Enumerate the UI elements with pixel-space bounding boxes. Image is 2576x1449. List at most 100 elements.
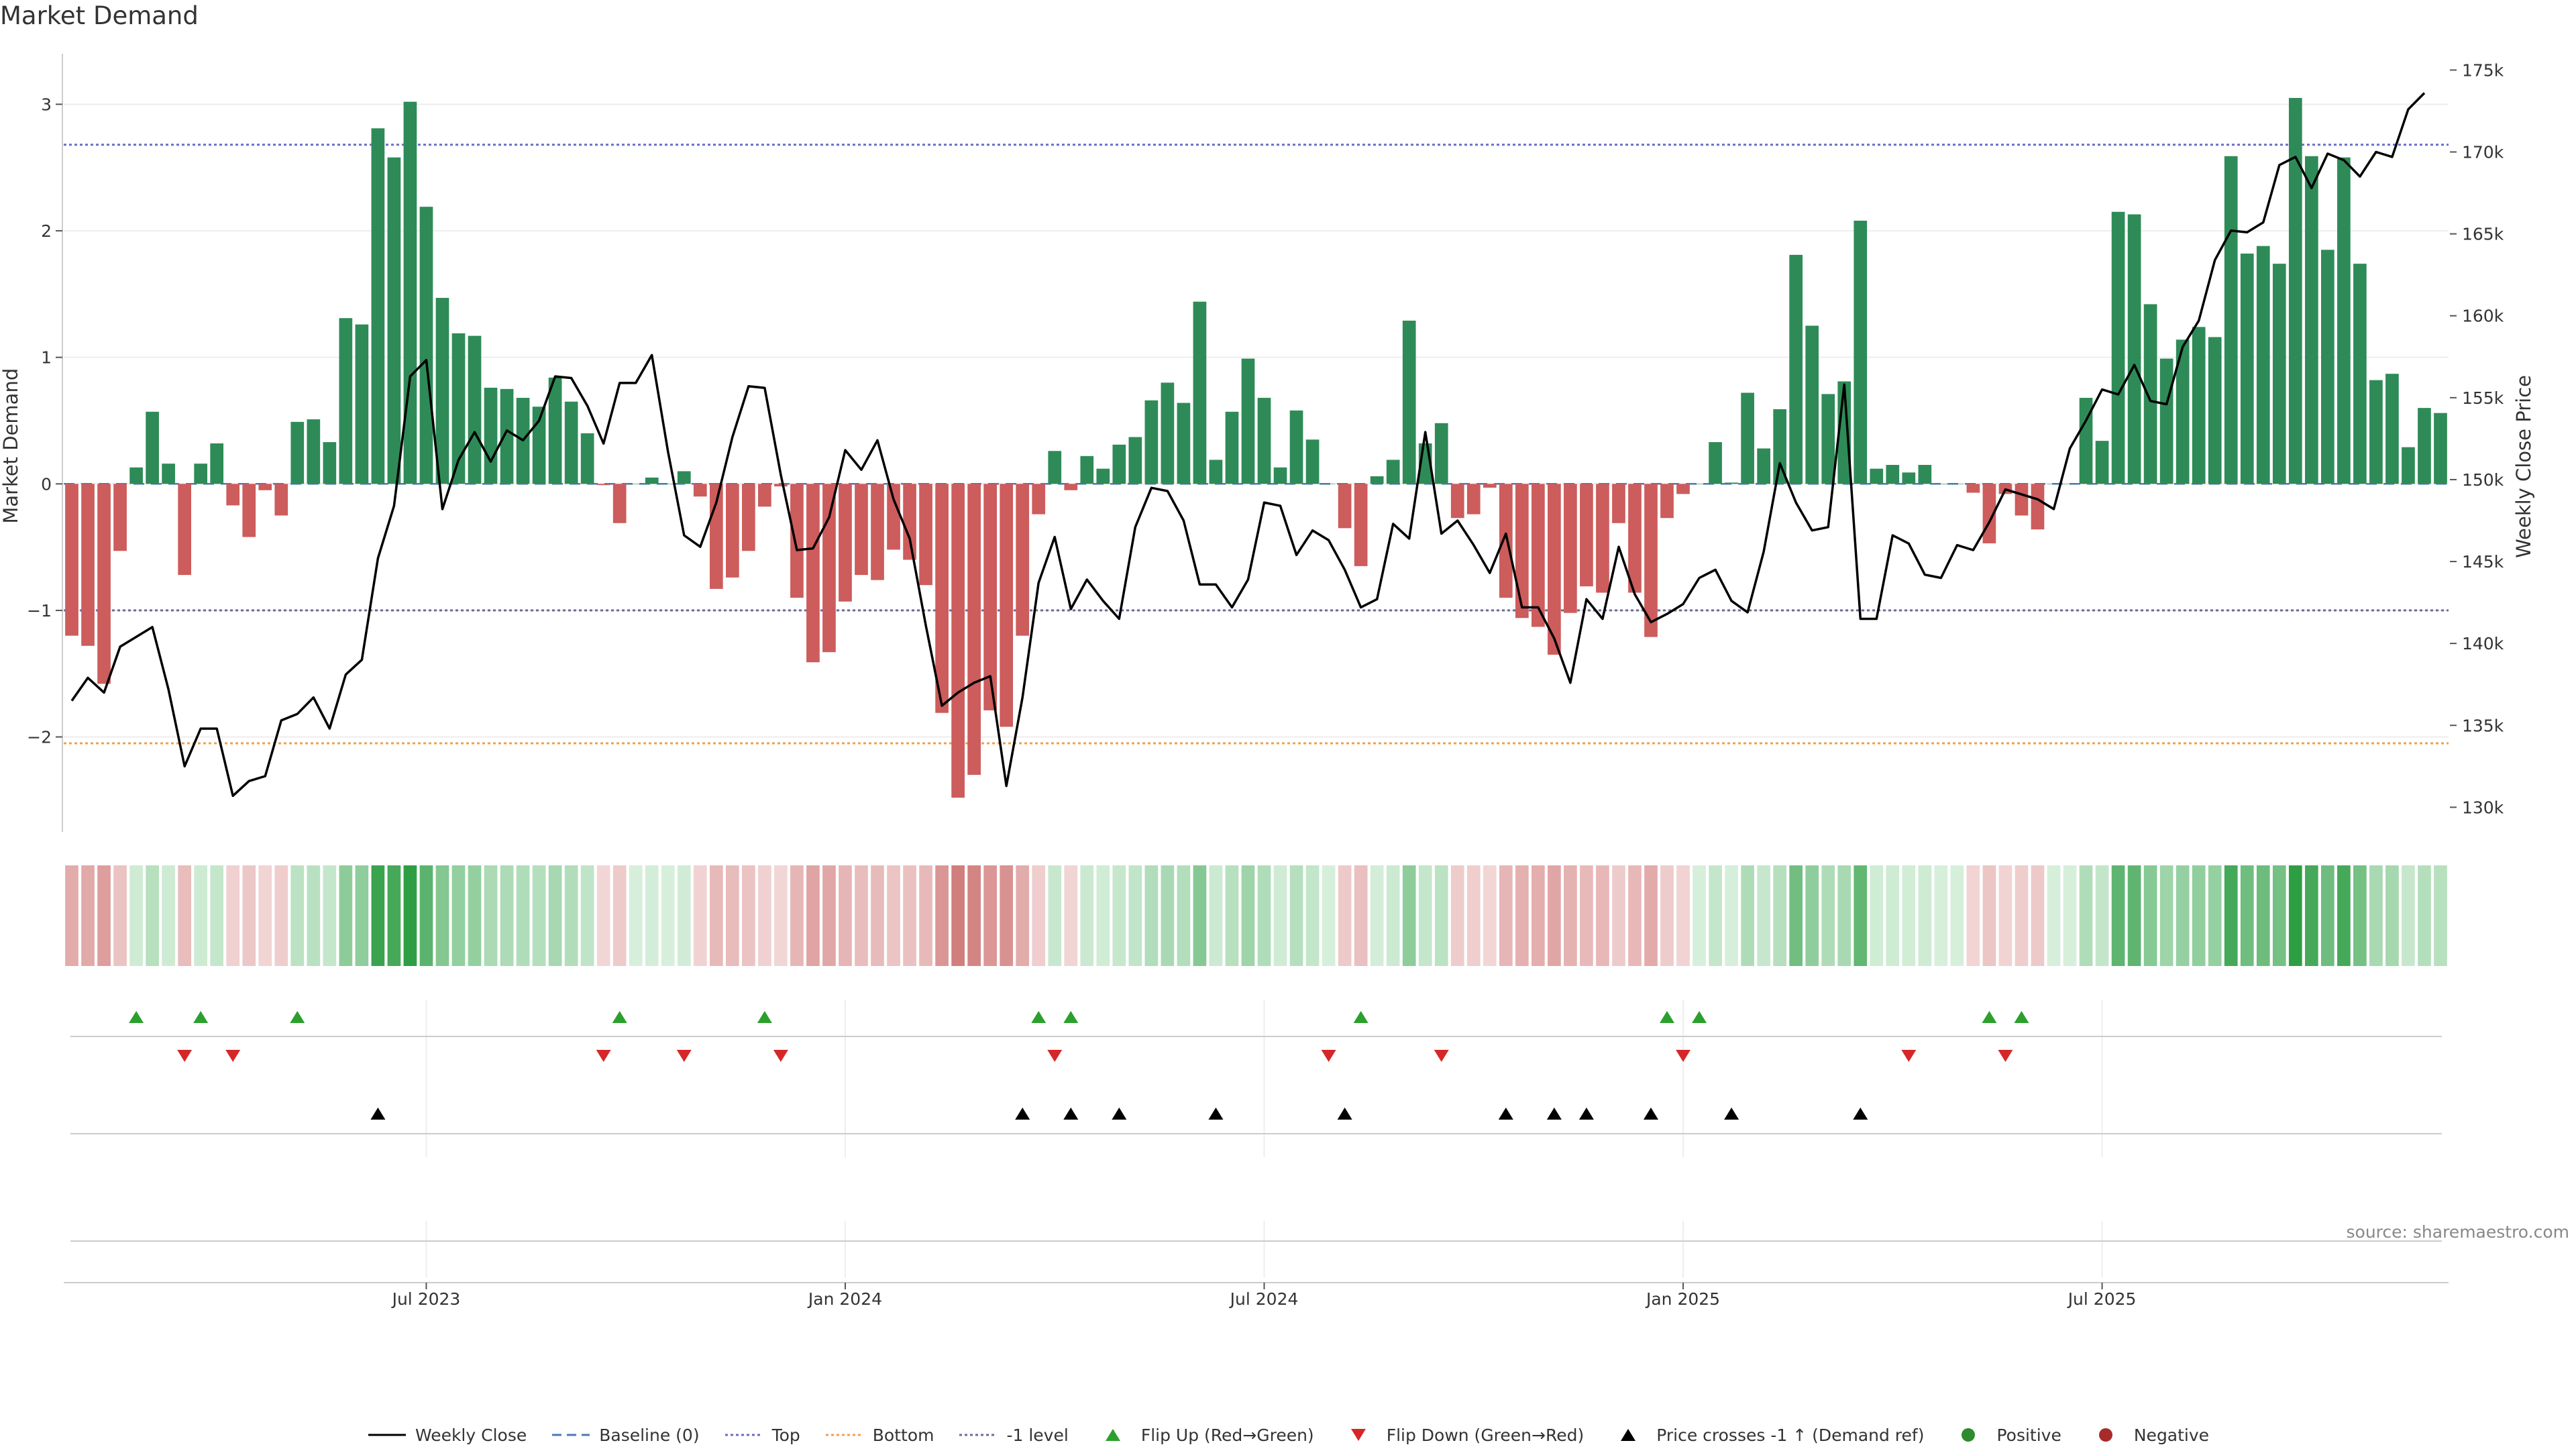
heat-cell [1032, 865, 1046, 966]
legend: Weekly Close Baseline (0) Top Bottom -1 leve… [0, 1425, 2576, 1445]
heat-cell [903, 865, 916, 966]
heat-cell [435, 865, 449, 966]
heat-cell [2143, 865, 2157, 966]
heat-cell [1886, 865, 1900, 966]
demand-bar [903, 484, 916, 560]
flip-up-marker [757, 1011, 772, 1023]
heat-cell [693, 865, 707, 966]
heat-cell [339, 865, 353, 966]
legend-label: Price crosses -1 ↑ (Demand ref) [1656, 1425, 1925, 1445]
heat-cell [1580, 865, 1593, 966]
demand-bar [484, 387, 498, 484]
flip-up-marker [1031, 1011, 1046, 1023]
demand-bar [1628, 484, 1642, 593]
demand-bar [774, 484, 788, 487]
demand-bar [2320, 250, 2334, 484]
demand-bar [1902, 472, 1916, 484]
right-tick-label: 155k [2462, 388, 2504, 408]
legend-item-bottom: Bottom [824, 1425, 934, 1445]
heat-cell [1354, 865, 1368, 966]
cross-marker [1578, 1108, 1594, 1120]
heat-cell [951, 865, 965, 966]
right-tick-label: 140k [2462, 634, 2504, 653]
heat-cell [81, 865, 95, 966]
demand-bar [2256, 246, 2270, 484]
right-tick-label: 145k [2462, 552, 2504, 572]
heat-cell [855, 865, 868, 966]
demand-bar [371, 128, 385, 484]
demand-bar [2304, 156, 2318, 484]
legend-item-positive: Positive [1948, 1425, 2061, 1445]
demand-bar [97, 484, 111, 684]
left-axis-label: Market Demand [0, 368, 22, 524]
heat-cell [419, 865, 433, 966]
legend-item-cross: Price crosses -1 ↑ (Demand ref) [1608, 1425, 1924, 1445]
heat-cell [1225, 865, 1239, 966]
heat-cell [1193, 865, 1207, 966]
right-tick-label: 175k [2462, 60, 2504, 80]
demand-bar [596, 484, 610, 486]
heat-cell [1241, 865, 1255, 966]
cross-marker [1112, 1108, 1127, 1120]
demand-bar [2111, 211, 2125, 484]
demand-bar [2031, 484, 2045, 530]
demand-bar [2079, 398, 2093, 484]
demand-bar [2353, 264, 2367, 484]
cross-marker [1498, 1108, 1513, 1120]
left-tick-label: 1 [41, 348, 52, 368]
heat-cell [596, 865, 610, 966]
demand-bar [146, 411, 159, 484]
heat-cell [1080, 865, 1094, 966]
weekly-close-line [70, 92, 2426, 798]
right-tick-label: 160k [2462, 307, 2504, 326]
heat-cell [887, 865, 900, 966]
heat-cell [451, 865, 466, 966]
x-tick-label: Jan 2024 [807, 1289, 882, 1309]
heat-cell [307, 865, 321, 966]
demand-bar [1483, 484, 1497, 488]
demand-bar [1016, 484, 1030, 636]
heat-cell [645, 865, 659, 966]
heat-cell [226, 865, 240, 966]
legend-label: Top [771, 1425, 800, 1445]
heat-cell [2402, 865, 2415, 966]
demand-bar [162, 464, 175, 484]
heat-cell [1128, 865, 1142, 966]
heat-cell [1048, 865, 1062, 966]
heat-cell [1177, 865, 1191, 966]
heat-cell [500, 865, 514, 966]
legend-symbol-weekly_close [368, 1434, 406, 1436]
heat-cell [758, 865, 771, 966]
heat-cell [935, 865, 949, 966]
demand-bar [242, 484, 256, 537]
heat-cell [146, 865, 159, 966]
heat-cell [1837, 865, 1851, 966]
heat-cell [1693, 865, 1706, 966]
heat-cell [1709, 865, 1722, 966]
flip-up-marker [193, 1011, 209, 1023]
demand-bar [758, 484, 771, 507]
heat-cell [1564, 865, 1577, 966]
legend-label: Flip Up (Red→Green) [1140, 1425, 1314, 1445]
demand-bar [1386, 460, 1400, 484]
heat-cell [1257, 865, 1271, 966]
legend-label: Weekly Close [415, 1425, 527, 1445]
heat-cell [1483, 865, 1497, 966]
demand-bar [1870, 468, 1884, 484]
heat-cell [580, 865, 594, 966]
x-tick-label: Jul 2025 [2067, 1289, 2137, 1309]
heat-cell [983, 865, 998, 966]
demand-bar [307, 419, 321, 484]
cross-marker [1643, 1108, 1658, 1120]
demand-bar [887, 484, 900, 550]
heat-cell [65, 865, 78, 966]
heat-cell [677, 865, 691, 966]
demand-bar [129, 467, 143, 484]
heat-cell [2224, 865, 2238, 966]
cross-marker [1208, 1108, 1224, 1120]
heat-cell [194, 865, 208, 966]
demand-bar [1080, 455, 1094, 484]
heat-cell [1161, 865, 1175, 966]
legend-symbol-negative [2098, 1428, 2112, 1442]
right-tick-label: 170k [2462, 143, 2504, 162]
